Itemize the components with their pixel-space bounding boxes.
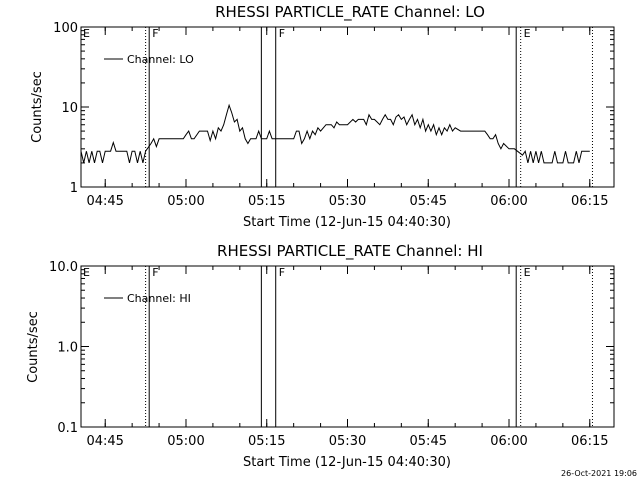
event-marker-label-lo: F	[279, 27, 285, 40]
event-marker-label-hi: F	[279, 266, 285, 279]
y-tick-label-hi: 10.0	[49, 260, 78, 275]
edge-label-left-lo: E	[83, 27, 90, 40]
x-axis-label-lo: Start Time (12-Jun-15 04:40:30)	[243, 215, 451, 230]
event-marker-label-lo: E	[524, 27, 531, 40]
chart-title-hi: RHESSI PARTICLE_RATE Channel: HI	[217, 242, 483, 261]
x-tick-label-hi: 04:45	[86, 434, 123, 449]
panel-lo: RHESSI PARTICLE_RATE Channel: LO Counts/…	[30, 3, 615, 230]
x-tick-label-hi: 05:00	[167, 434, 204, 449]
x-tick-label-lo: 05:15	[248, 194, 285, 209]
legend-label-lo: Channel: LO	[127, 53, 194, 66]
y-axis-label-lo: Counts/sec	[30, 71, 45, 143]
edge-label-left-hi: E	[83, 266, 90, 279]
footer-timestamp: 26-Oct-2021 19:06	[561, 469, 637, 478]
x-tick-label-lo: 05:30	[329, 194, 366, 209]
x-tick-label-hi: 06:00	[490, 434, 527, 449]
event-marker-label-hi: E	[524, 266, 531, 279]
plot-frame-hi	[80, 265, 615, 428]
y-tick-label-lo: 1	[70, 181, 78, 196]
panel-hi: RHESSI PARTICLE_RATE Channel: HI Counts/…	[26, 242, 615, 470]
x-tick-label-lo: 06:00	[490, 194, 527, 209]
plot-frame-lo	[80, 26, 615, 188]
chart-title-lo: RHESSI PARTICLE_RATE Channel: LO	[215, 3, 485, 22]
x-tick-label-lo: 06:15	[571, 194, 608, 209]
x-tick-label-hi: 05:45	[410, 434, 447, 449]
x-tick-label-lo: 05:00	[167, 194, 204, 209]
legend-label-hi: Channel: HI	[127, 292, 191, 305]
series-line-lo	[80, 103, 590, 164]
x-tick-label-lo: 05:45	[410, 194, 447, 209]
y-axis-label-hi: Counts/sec	[26, 311, 41, 383]
x-tick-label-hi: 05:15	[248, 434, 285, 449]
x-tick-label-hi: 06:15	[571, 434, 608, 449]
y-tick-label-hi: 0.1	[57, 421, 78, 436]
x-tick-label-lo: 04:45	[86, 194, 123, 209]
x-axis-label-hi: Start Time (12-Jun-15 04:40:30)	[243, 455, 451, 470]
y-tick-label-lo: 100	[53, 21, 78, 36]
event-marker-label-hi: F	[152, 266, 158, 279]
x-tick-label-hi: 05:30	[329, 434, 366, 449]
event-marker-label-lo: F	[152, 27, 158, 40]
y-tick-label-lo: 10	[61, 101, 78, 116]
y-tick-label-hi: 1.0	[57, 341, 78, 356]
